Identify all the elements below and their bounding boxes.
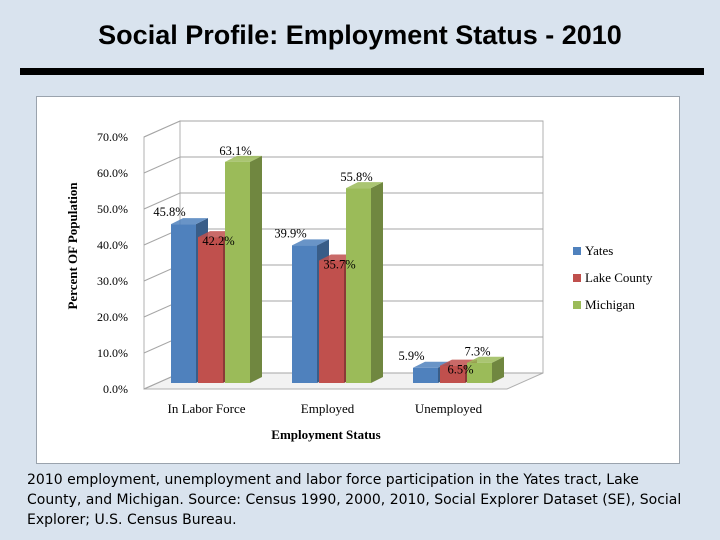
y-axis-label: Percent OF Population xyxy=(65,182,80,310)
x-tick-label: Unemployed xyxy=(415,401,483,416)
legend-label: Lake County xyxy=(585,270,653,285)
bar-michigan xyxy=(346,182,383,383)
bar-front xyxy=(198,237,223,383)
bar-front xyxy=(292,245,317,383)
legend: Yates Lake County Michigan xyxy=(573,243,653,312)
bar-front xyxy=(346,188,371,383)
y-tick-label: 40.0% xyxy=(97,238,128,252)
y-tick-label: 50.0% xyxy=(97,202,128,216)
bar-side xyxy=(492,356,504,383)
bars xyxy=(171,155,504,383)
data-label: 42.2% xyxy=(202,234,234,248)
legend-label: Michigan xyxy=(585,297,635,312)
gridline xyxy=(143,192,543,210)
bar-side xyxy=(250,155,262,383)
data-label: 63.1% xyxy=(219,144,251,158)
bar-top xyxy=(467,356,504,363)
x-tick-label: Employed xyxy=(301,401,355,416)
bar-top xyxy=(292,239,329,246)
bar-front xyxy=(440,365,465,383)
y-tick-label: 0.0% xyxy=(103,382,128,396)
y-tick-label: 60.0% xyxy=(97,166,128,180)
data-label: 35.7% xyxy=(323,257,355,271)
chart-panel: 0.0% 10.0% 20.0% 30.0% 40.0% 50.0% 60.0% 70.0% … xyxy=(36,96,680,464)
y-tick-label: 70.0% xyxy=(97,130,128,144)
data-label: 6.5% xyxy=(447,363,473,377)
legend-swatch xyxy=(573,301,581,309)
y-axis-ticks: 0.0% 10.0% 20.0% 30.0% 40.0% 50.0% 60.0% 70.0% xyxy=(97,130,128,396)
caption: 2010 employment, unemployment and labor … xyxy=(27,472,682,528)
y-tick-label: 10.0% xyxy=(97,346,128,360)
bar-front xyxy=(413,367,438,383)
data-label: 55.8% xyxy=(340,170,372,184)
gridline xyxy=(143,120,543,138)
bar-top xyxy=(171,218,208,225)
bar-michigan xyxy=(467,356,504,383)
y-tick-label: 20.0% xyxy=(97,310,128,324)
x-axis-ticks: In Labor Force Employed Unemployed xyxy=(168,401,483,416)
title-divider xyxy=(20,68,704,75)
bar-front xyxy=(467,362,492,383)
bar-front xyxy=(319,260,344,383)
data-label: 7.3% xyxy=(464,345,490,359)
bar-front xyxy=(171,224,196,383)
bar-michigan xyxy=(225,155,262,383)
legend-swatch xyxy=(573,274,581,282)
bar-front xyxy=(225,161,250,383)
bar-top xyxy=(225,155,262,162)
slide-title: Social Profile: Employment Status - 2010 xyxy=(98,20,622,50)
data-labels: 45.8% 42.2% 63.1% 39.9% 35.7% 55.8% 5.9% 6.5% 7.… xyxy=(153,144,490,377)
chart: 0.0%10.0%20.0%30.0%40.0%50.0%60.0%70.0% … xyxy=(65,120,653,442)
x-tick-label: In Labor Force xyxy=(168,401,246,416)
gridline xyxy=(143,156,543,174)
legend-swatch xyxy=(573,247,581,255)
data-label: 45.8% xyxy=(153,205,185,219)
bar-top xyxy=(346,182,383,189)
bar-side xyxy=(371,182,383,383)
y-tick-label: 30.0% xyxy=(97,274,128,288)
x-axis-label: Employment Status xyxy=(271,427,380,442)
legend-label: Yates xyxy=(585,243,613,258)
data-label: 5.9% xyxy=(398,349,424,363)
data-label: 39.9% xyxy=(274,226,306,240)
